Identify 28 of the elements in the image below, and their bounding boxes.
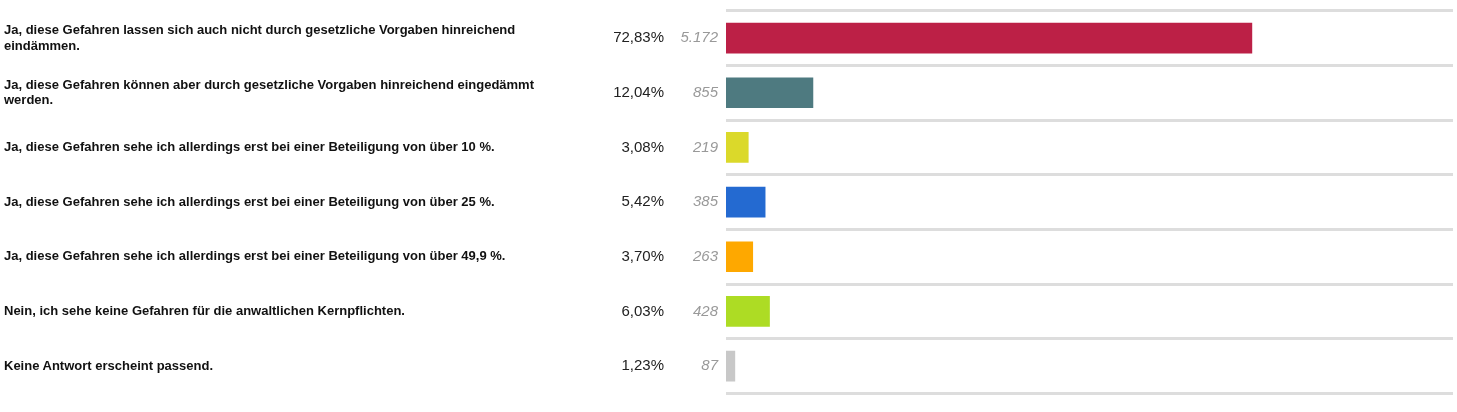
bar (726, 296, 770, 327)
data-label: 5.172 (680, 28, 719, 46)
y-tick-label: Ja, diese Gefahren können aber durch gesetzliche Vorgaben hinreichend eingedämmt werden. (3, 76, 535, 108)
text: 5,42% (621, 192, 664, 210)
y-tick-label: Nein, ich sehe keine Gefahren für die anwaltlichen Kernpflichten. (4, 302, 405, 318)
text: 12,04% (613, 82, 664, 100)
y-tick-label: Ja, diese Gefahren lassen sich auch nicht durch gesetzliche Vorgaben hinreichend eindämmen. (4, 21, 516, 53)
y-tick-label: Ja, diese Gefahren sehe ich allerdings erst bei einer Beteiligung von über 49,9 %. (4, 248, 506, 264)
text: 6,03% (621, 301, 664, 319)
data-label: 87 (701, 356, 719, 374)
data-label: 263 (691, 246, 719, 264)
data-label: 219 (691, 137, 719, 155)
bar (726, 22, 1253, 54)
y-tick-label: Ja, diese Gefahren sehe ich allerdings erst bei einer Beteiligung von über 10 %. (4, 139, 495, 155)
text: 1,23% (621, 356, 664, 374)
bar (726, 77, 814, 109)
bar (726, 241, 754, 273)
y-tick-label: Keine Antwort erscheint passend. (4, 357, 214, 373)
text: 72,83% (613, 28, 664, 46)
data-label: 385 (692, 192, 719, 210)
data-label: 855 (692, 82, 719, 100)
bar (726, 186, 766, 218)
text: 3,08% (621, 137, 664, 155)
bar (726, 350, 736, 382)
bar (726, 132, 749, 163)
data-label: 428 (692, 301, 719, 319)
text: 3,70% (621, 246, 664, 264)
y-tick-label: Ja, diese Gefahren sehe ich allerdings erst bei einer Beteiligung von über 25 %. (4, 193, 495, 209)
